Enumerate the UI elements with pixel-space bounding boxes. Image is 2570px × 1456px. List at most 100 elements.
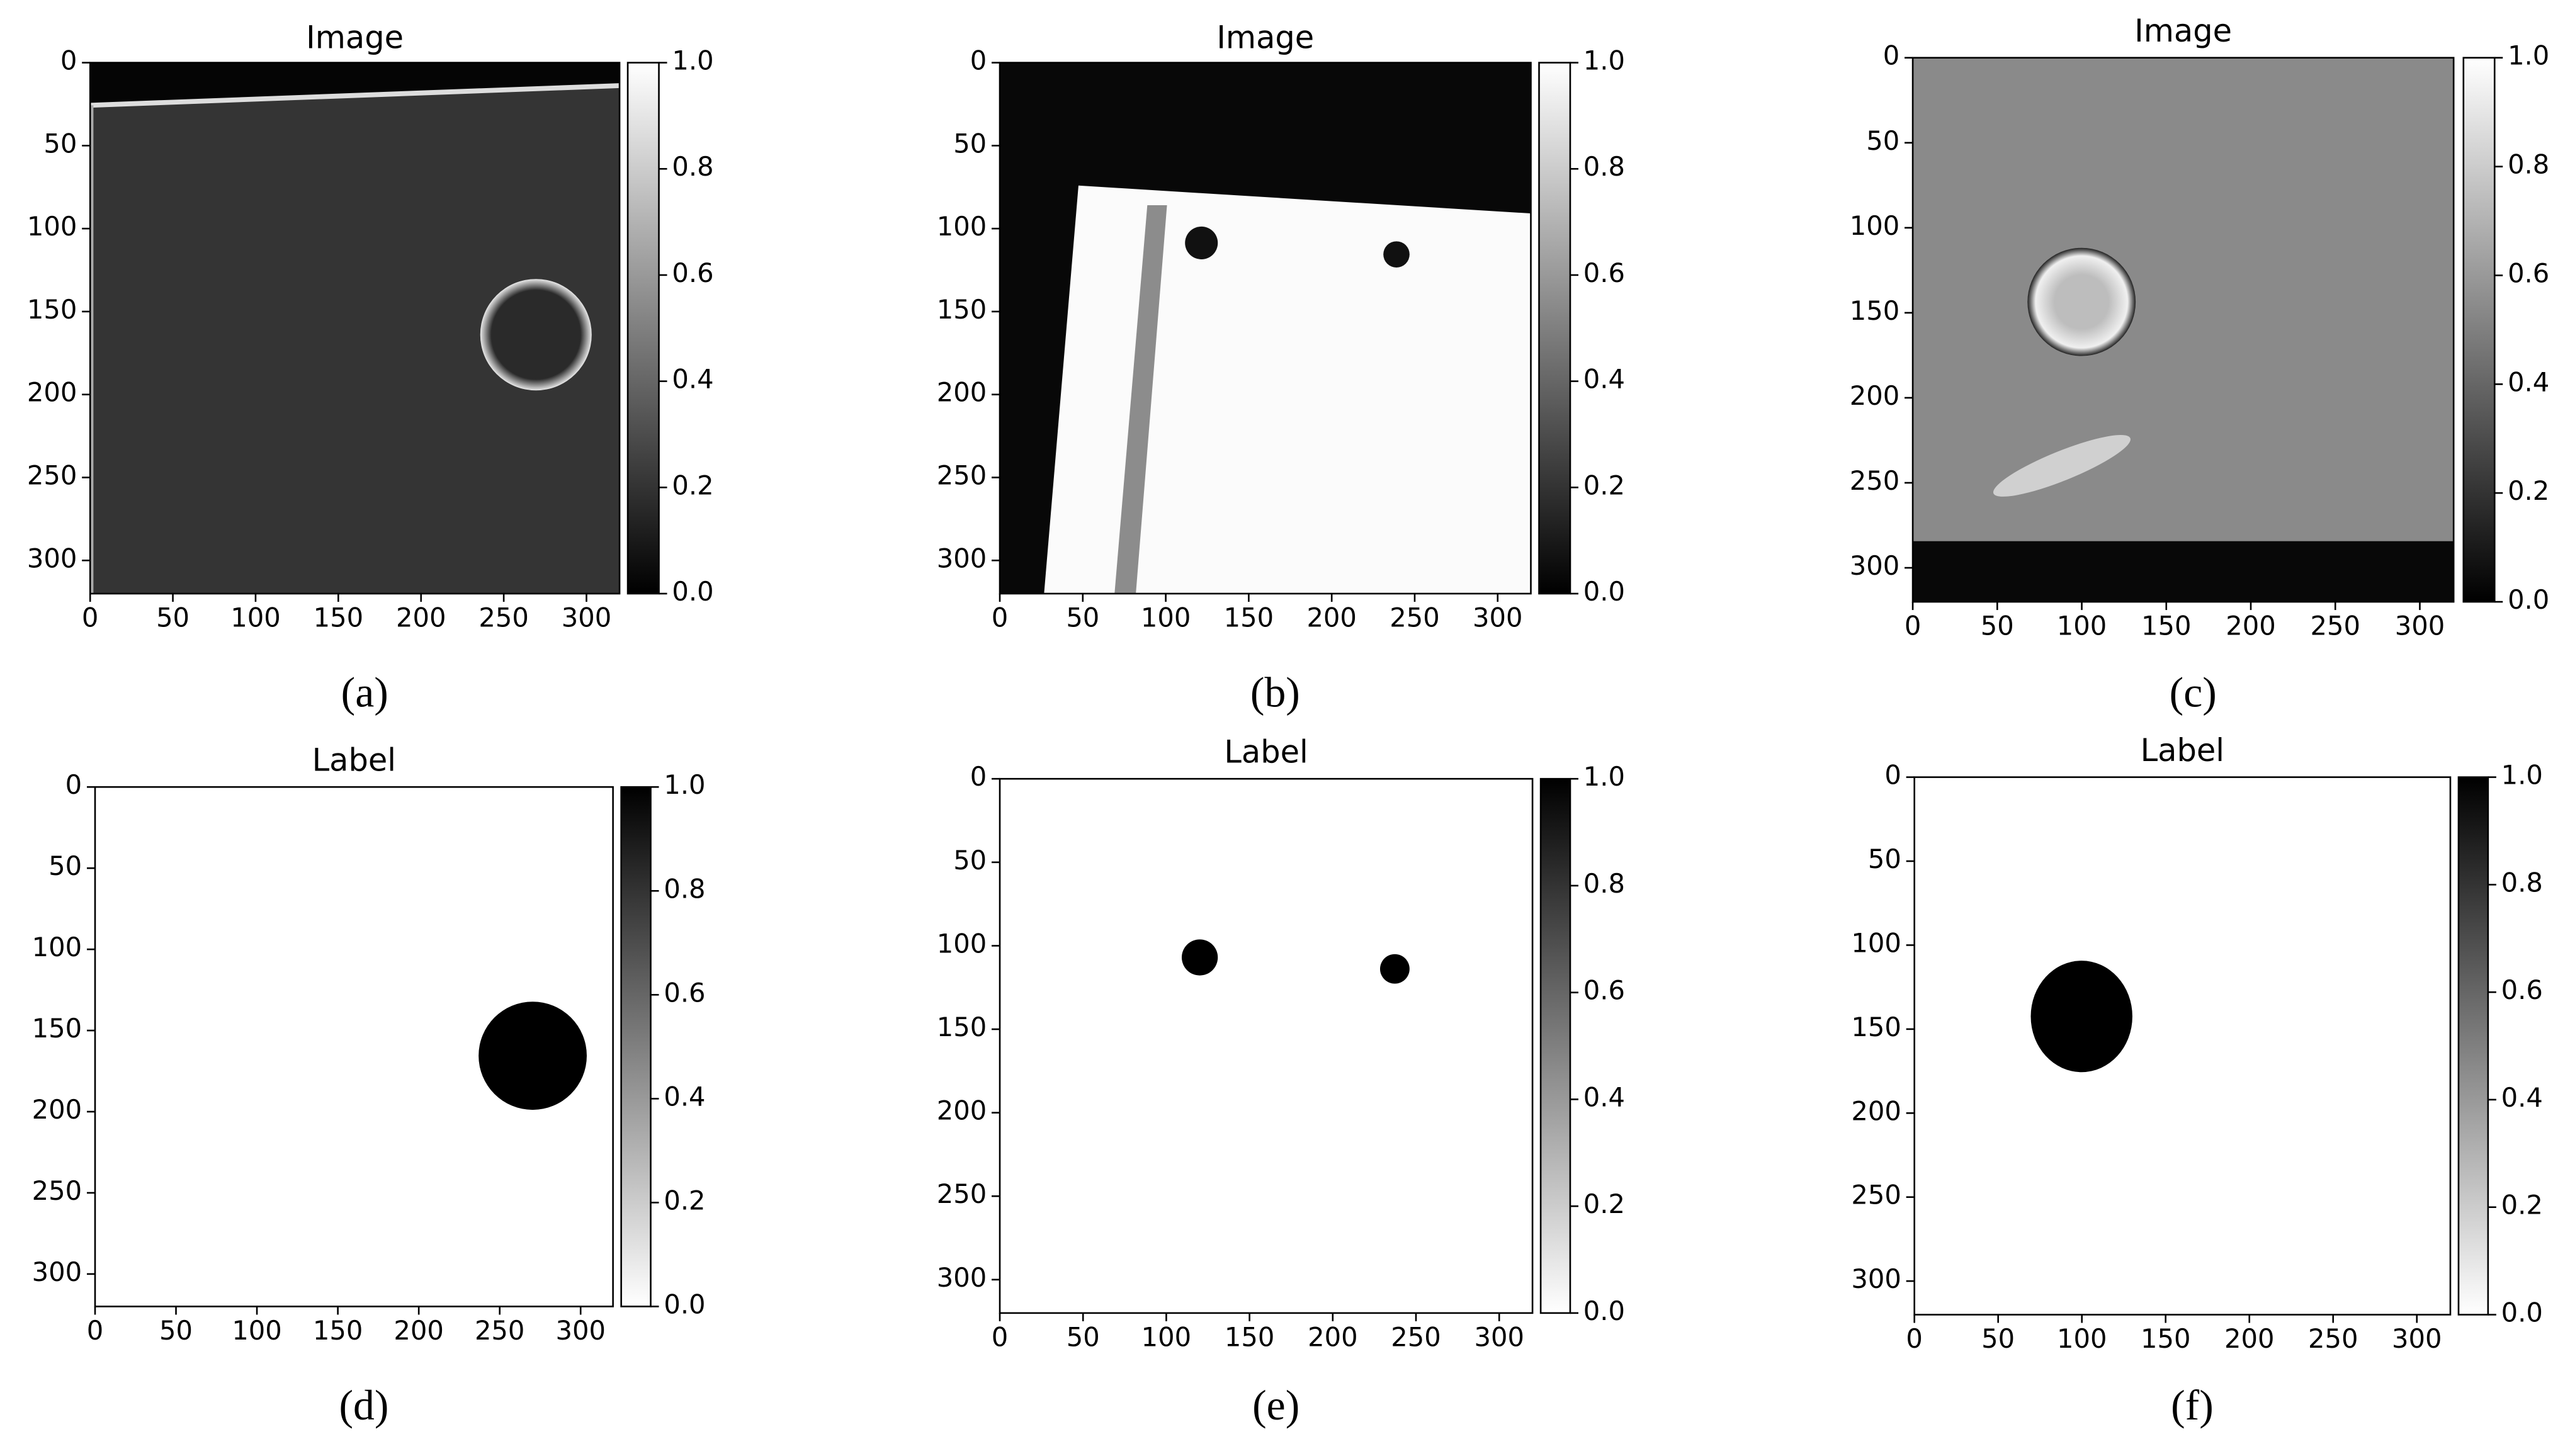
x-tick-label: 50: [159, 1315, 193, 1346]
colorbar-tick-label: 0.8: [1583, 868, 1625, 899]
y-tick-label: 250: [1850, 465, 1899, 496]
image-a: [90, 62, 620, 594]
y-tick-label: 200: [1850, 380, 1899, 411]
colorbar-tick-label: 0.2: [2501, 1190, 2543, 1221]
y-tick-label: 100: [32, 932, 82, 962]
x-tick-label: 300: [555, 1315, 605, 1346]
y-tick-label: 100: [937, 211, 987, 242]
y-tick-label: 0: [60, 45, 77, 76]
axes-frame: [1913, 776, 2452, 1316]
colorbar-tick-label: 1.0: [2508, 40, 2549, 71]
x-tick-label: 100: [230, 602, 280, 633]
colorbar-tick-label: 0.2: [2508, 475, 2549, 506]
colorbar-tick-label: 1.0: [672, 45, 713, 76]
image-e: [1000, 779, 1533, 1313]
y-tick-label: 250: [27, 460, 77, 491]
colorbar: [626, 62, 660, 595]
x-tick-label: 50: [1981, 1323, 2015, 1354]
x-tick-label: 0: [82, 602, 99, 633]
x-tick-label: 200: [393, 1315, 443, 1346]
x-tick-label: 50: [156, 602, 190, 633]
x-tick-label: 200: [2224, 1323, 2274, 1354]
y-tick-label: 50: [43, 128, 77, 159]
image-f: [1914, 777, 2450, 1315]
colorbar-tick-label: 0.0: [1583, 576, 1625, 607]
x-tick-label: 150: [314, 602, 363, 633]
y-tick-label: 50: [953, 128, 987, 159]
colorbar-tick-label: 0.4: [2508, 366, 2549, 397]
x-tick-label: 100: [232, 1315, 281, 1346]
y-tick-label: 0: [65, 769, 82, 800]
colorbar-tick-label: 0.4: [1583, 1081, 1625, 1112]
y-tick-label: 300: [1851, 1263, 1901, 1294]
colorbar-tick-label: 0.6: [2501, 974, 2543, 1005]
y-tick-label: 50: [1868, 844, 1901, 874]
x-tick-label: 300: [1473, 602, 1522, 633]
colorbar-tick-label: 0.4: [1583, 364, 1625, 395]
y-tick-label: 100: [27, 211, 77, 242]
y-tick-label: 0: [1884, 760, 1901, 791]
colorbar-tick-label: 0.6: [1583, 975, 1625, 1006]
panel-title: Image: [306, 20, 404, 56]
axes-frame: [1911, 57, 2455, 603]
x-tick-label: 250: [478, 602, 528, 633]
x-tick-label: 150: [1224, 602, 1274, 633]
image-c: [1913, 57, 2454, 602]
x-tick-label: 150: [2141, 1323, 2190, 1354]
x-tick-label: 200: [1306, 602, 1356, 633]
y-tick-label: 200: [32, 1094, 82, 1125]
colorbar-tick-label: 1.0: [664, 769, 705, 800]
y-tick-label: 50: [1866, 125, 1899, 156]
x-tick-label: 200: [2226, 611, 2275, 641]
y-tick-label: 0: [1883, 40, 1900, 71]
y-tick-label: 150: [27, 294, 77, 325]
y-tick-label: 150: [1850, 295, 1899, 326]
x-tick-label: 100: [2057, 611, 2107, 641]
x-tick-label: 50: [1067, 1322, 1100, 1353]
y-tick-label: 100: [937, 928, 987, 959]
y-tick-label: 50: [953, 845, 987, 876]
y-tick-label: 250: [937, 460, 987, 491]
x-tick-label: 150: [313, 1315, 363, 1346]
y-tick-label: 150: [1851, 1012, 1901, 1042]
y-tick-label: 300: [937, 543, 987, 573]
y-tick-label: 250: [937, 1178, 987, 1209]
colorbar-tick-label: 0.8: [664, 873, 705, 904]
x-tick-label: 150: [2141, 611, 2191, 641]
x-tick-label: 0: [1905, 611, 1922, 641]
colorbar-tick-label: 0.2: [664, 1185, 705, 1216]
x-tick-label: 200: [396, 602, 446, 633]
y-tick-label: 0: [970, 761, 987, 792]
x-tick-label: 300: [562, 602, 611, 633]
colorbar: [2457, 776, 2489, 1316]
colorbar-tick-label: 0.8: [2508, 149, 2549, 180]
image-d: [94, 787, 613, 1307]
y-tick-label: 250: [1851, 1180, 1901, 1211]
panel-title: Label: [312, 742, 396, 779]
x-tick-label: 250: [2310, 611, 2360, 641]
colorbar-tick-label: 1.0: [1583, 45, 1625, 76]
x-tick-label: 150: [1225, 1322, 1274, 1353]
x-tick-label: 0: [992, 602, 1009, 633]
y-tick-label: 200: [27, 377, 77, 408]
panel-caption: (c): [2170, 669, 2217, 716]
colorbar-tick-label: 1.0: [1583, 761, 1625, 792]
x-tick-label: 250: [1390, 602, 1439, 633]
panel-title: Label: [1224, 734, 1308, 770]
colorbar-tick-label: 1.0: [2501, 760, 2543, 791]
x-tick-label: 100: [1141, 602, 1191, 633]
colorbar-tick-label: 0.6: [1583, 257, 1625, 288]
colorbar-tick-label: 0.8: [2501, 867, 2543, 898]
x-tick-label: 200: [1308, 1322, 1357, 1353]
y-tick-label: 150: [32, 1013, 82, 1044]
panel-title: Label: [2141, 732, 2224, 769]
x-tick-label: 0: [87, 1315, 104, 1346]
y-tick-label: 150: [937, 1012, 987, 1042]
colorbar-tick-label: 0.0: [1583, 1295, 1625, 1326]
axes-frame: [89, 62, 621, 595]
y-tick-label: 300: [937, 1262, 987, 1293]
y-tick-label: 300: [1850, 550, 1899, 581]
panel-title: Image: [2134, 13, 2232, 49]
x-tick-label: 300: [2392, 1323, 2442, 1354]
x-tick-label: 0: [1906, 1323, 1923, 1354]
